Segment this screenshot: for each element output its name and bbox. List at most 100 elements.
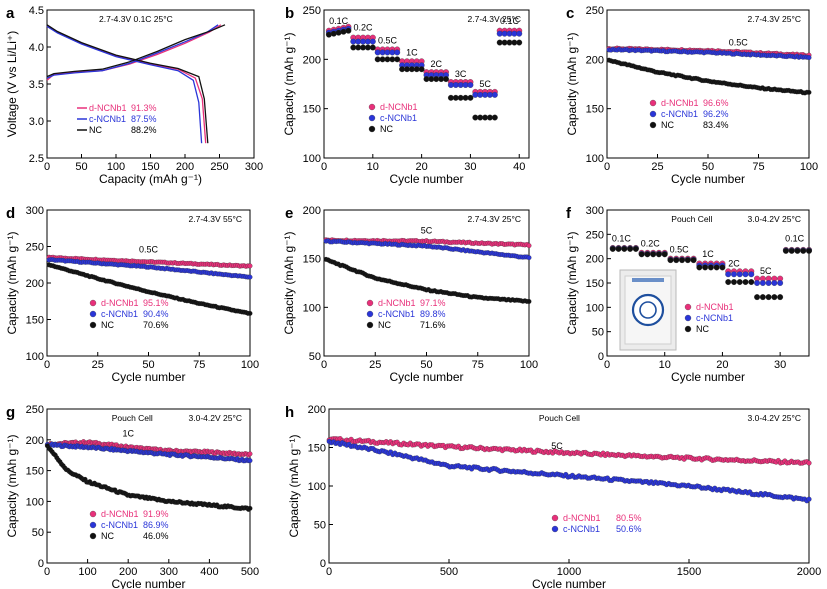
panel-a: a 0 50 100 150 200 250 300 2.5 3.0 3.5 4.0 4.5 Capaci… bbox=[5, 5, 263, 186]
legend-name: NC bbox=[101, 531, 114, 541]
data-point bbox=[765, 294, 772, 301]
x-tick-label: 50 bbox=[142, 359, 154, 371]
x-tick-label: 500 bbox=[440, 566, 458, 578]
rate-label: 0.5C bbox=[670, 244, 690, 254]
x-tick-label: 100 bbox=[520, 359, 538, 371]
data-point bbox=[742, 279, 749, 285]
data-point bbox=[247, 505, 253, 511]
y-tick-label: 3.5 bbox=[29, 79, 44, 91]
y-tick-label: 200 bbox=[586, 54, 604, 66]
test-condition: 2.7-4.3V 55°C bbox=[189, 214, 243, 224]
y-tick-label: 50 bbox=[592, 327, 604, 339]
legend-marker bbox=[684, 303, 692, 311]
pouch-cell-label: Pouch Cell bbox=[539, 413, 580, 423]
panel-label: d bbox=[6, 205, 15, 222]
pouch-cell-label: Pouch Cell bbox=[671, 214, 712, 224]
legend-name: d-NCNb1 bbox=[661, 98, 699, 108]
y-axis-label: Voltage (V vs Li/Li⁺) bbox=[5, 31, 19, 137]
data-point bbox=[673, 257, 680, 264]
data-point bbox=[516, 39, 523, 46]
x-tick-label: 10 bbox=[659, 359, 671, 371]
data-point bbox=[615, 245, 622, 252]
plot-frame bbox=[328, 408, 810, 564]
y-tick-label: 100 bbox=[26, 496, 44, 508]
x-tick-label: 30 bbox=[464, 161, 476, 173]
data-point bbox=[748, 279, 755, 285]
test-condition: 3.0-4.2V 25°C bbox=[748, 413, 802, 423]
data-point bbox=[369, 38, 376, 45]
data-point bbox=[725, 279, 732, 285]
legend-value: 86.9% bbox=[143, 520, 169, 530]
data-point bbox=[806, 89, 812, 95]
plot-frame bbox=[606, 9, 810, 159]
y-tick-label: 300 bbox=[26, 205, 44, 217]
legend-value: 97.1% bbox=[420, 298, 446, 308]
test-condition: 2.7-4.3V 25°C bbox=[748, 14, 802, 24]
legend-value: 90.4% bbox=[143, 309, 169, 319]
panel-label: h bbox=[285, 404, 294, 421]
y-tick-label: 250 bbox=[586, 5, 604, 17]
y-tick-label: 200 bbox=[303, 54, 321, 66]
data-point bbox=[754, 280, 761, 286]
legend-marker bbox=[684, 314, 692, 322]
legend-name: d-NCNb1 bbox=[380, 102, 418, 112]
x-axis-label: Cycle number bbox=[671, 370, 745, 384]
plot-frame bbox=[46, 9, 255, 159]
series-c-NCNb1 bbox=[46, 257, 253, 280]
data-point bbox=[345, 27, 352, 34]
data-point bbox=[748, 271, 755, 278]
y-tick-label: 150 bbox=[26, 466, 44, 478]
rate-label: 0.1C bbox=[612, 234, 632, 244]
legend-marker bbox=[366, 310, 374, 318]
test-condition: 3.0-4.2V 25°C bbox=[748, 214, 802, 224]
rate-label: 1C bbox=[122, 429, 134, 439]
x-axis-label: Cycle number bbox=[111, 370, 185, 384]
y-tick-label: 0 bbox=[598, 351, 604, 363]
data-point bbox=[684, 257, 691, 264]
y-tick-label: 300 bbox=[586, 205, 604, 217]
y-axis-label: Capacity (mAh g⁻¹) bbox=[282, 32, 296, 135]
y-tick-label: 150 bbox=[586, 278, 604, 290]
y-tick-label: 250 bbox=[26, 242, 44, 254]
x-tick-label: 10 bbox=[367, 161, 379, 173]
test-condition: 3.0-4.2V 25°C bbox=[189, 413, 243, 423]
data-point bbox=[707, 264, 714, 271]
data-point bbox=[794, 247, 801, 254]
legend-value: 91.3% bbox=[131, 103, 157, 113]
rate-label: 0.5C bbox=[729, 38, 749, 48]
legend-marker bbox=[89, 321, 97, 329]
data-point bbox=[702, 264, 709, 271]
data-point bbox=[754, 294, 761, 301]
legend-marker bbox=[649, 121, 657, 129]
data-point bbox=[759, 294, 766, 301]
legend-value: 95.1% bbox=[143, 298, 169, 308]
data-layer bbox=[323, 237, 532, 304]
y-tick-label: 150 bbox=[308, 443, 326, 455]
data-point bbox=[806, 460, 812, 466]
legend-value: 96.6% bbox=[703, 98, 729, 108]
legend: d-NCNb1 95.1% c-NCNb1 90.4% NC 70.6% bbox=[89, 298, 169, 330]
legend-value: 46.0% bbox=[143, 531, 169, 541]
series-d-NCNb1 bbox=[326, 436, 812, 466]
data-point bbox=[247, 274, 253, 280]
y-tick-label: 50 bbox=[32, 527, 44, 539]
y-axis-label: Capacity (mAh g⁻¹) bbox=[565, 231, 579, 334]
legend-marker bbox=[368, 103, 376, 111]
rate-label: 5C bbox=[551, 441, 563, 451]
legend-marker bbox=[649, 110, 657, 118]
legend-marker bbox=[89, 521, 97, 529]
legend-name: d-NCNb1 bbox=[101, 509, 139, 519]
rate-label: 5C bbox=[479, 79, 491, 89]
series-NC bbox=[46, 262, 253, 316]
y-tick-label: 50 bbox=[314, 520, 326, 532]
test-condition: 2.7-4.3V 25°C bbox=[468, 214, 522, 224]
panel-c: c 0 25 50 75 100 100 150 200 250 Cycle number Capac… bbox=[565, 5, 818, 186]
data-layer bbox=[326, 436, 812, 504]
charge-curve bbox=[46, 24, 226, 78]
legend-marker bbox=[366, 299, 374, 307]
data-point bbox=[765, 280, 772, 286]
data-point bbox=[667, 257, 674, 264]
data-point bbox=[806, 55, 812, 61]
legend-name: NC bbox=[101, 320, 114, 330]
